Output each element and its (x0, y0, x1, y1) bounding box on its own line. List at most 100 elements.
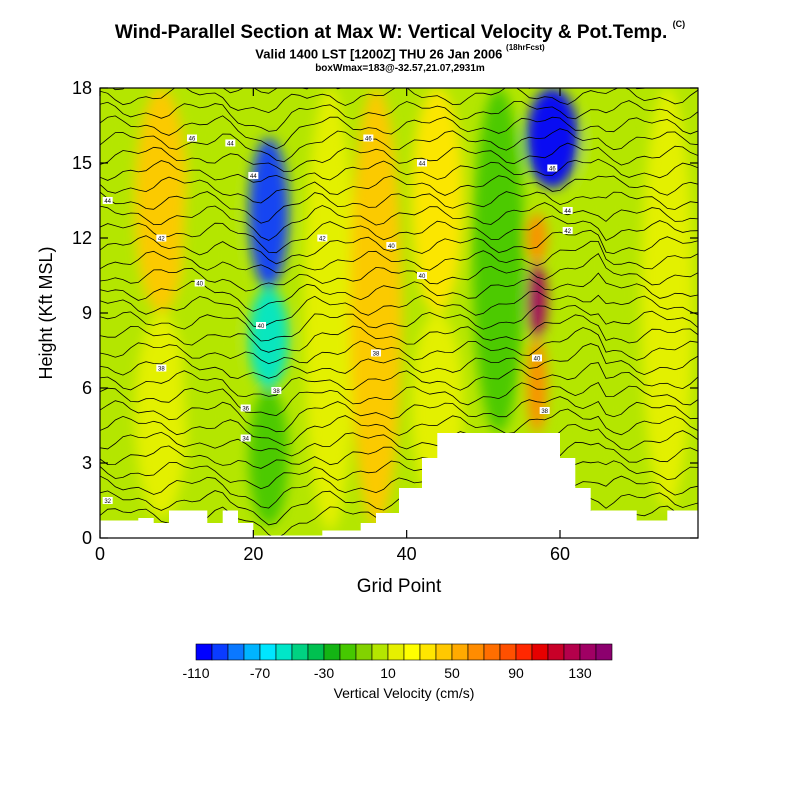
contour-label-bg-21 (562, 207, 573, 214)
y-tick-label-18: 18 (72, 78, 92, 98)
terrain (100, 433, 698, 538)
contour-label-bg-11 (256, 322, 266, 329)
theta-contour-10 (100, 343, 698, 379)
contour-label-bg-2 (102, 197, 113, 204)
contour-label-bg-8 (386, 242, 397, 249)
terrain-mask (100, 433, 698, 538)
contour-label-bg-15 (240, 404, 251, 412)
theta-contour-6 (100, 408, 698, 446)
colorbar-segment-0 (195, 643, 213, 661)
colorbar-segment-16 (451, 643, 469, 661)
contour-labels: 46 44 44 44 46 44 42 42 40 40 40 40 38 38 38 36 34 32 40 38… (102, 134, 573, 505)
contour-label-bg-18 (532, 354, 542, 362)
x-tick-label-60: 60 (550, 544, 570, 564)
colorbar-segment-3 (243, 643, 261, 661)
colorbar-tick-10: 10 (380, 665, 396, 681)
colorbar-segment-5 (275, 643, 293, 661)
colorbar-segment-2 (227, 643, 245, 661)
velocity-cell-1-0 (135, 313, 188, 518)
colorbar-segment-4 (259, 643, 277, 661)
contour-label-8: 40 (388, 244, 395, 250)
y-tick-label-0: 0 (82, 528, 92, 548)
colorbar-segment-23 (563, 643, 581, 661)
theta-contour-5 (100, 423, 698, 457)
velocity-cell-4-0 (304, 88, 356, 531)
colorbar-segment-8 (323, 643, 341, 661)
colorbar-segment-19 (499, 643, 517, 661)
theta-contour-21 (100, 191, 698, 224)
contour-label-bg-12 (156, 364, 167, 372)
x-tick-label-0: 0 (95, 544, 105, 564)
colorbar-segment-10 (355, 643, 373, 661)
theta-contour-27 (100, 100, 698, 132)
contour-label-18: 40 (534, 357, 541, 363)
contour-label-0: 46 (189, 137, 196, 143)
velocity-cell-2-0 (181, 88, 234, 523)
colorbar-segment-22 (547, 643, 565, 661)
contour-label-13: 38 (373, 352, 380, 358)
contour-label-15: 36 (242, 407, 249, 413)
contour-label-9: 40 (419, 274, 426, 280)
theta-contour-19 (100, 215, 698, 254)
contour-label-21: 44 (564, 209, 571, 215)
contour-label-10: 40 (196, 282, 203, 288)
colorbar-segment-21 (531, 643, 549, 661)
contour-label-22: 42 (564, 229, 571, 235)
velocity-cell-11-0 (641, 88, 694, 508)
contour-label-bg-9 (417, 272, 427, 279)
contour-label-11: 40 (258, 324, 265, 330)
contour-label-bg-20 (547, 164, 558, 172)
theta-contour-11 (100, 327, 698, 365)
velocity-cell-1-1 (135, 88, 188, 313)
theta-contour-7 (100, 396, 698, 433)
contour-label-19: 38 (541, 409, 548, 415)
y-tick-label-15: 15 (72, 153, 92, 173)
colorbar-tick--110: -110 (183, 665, 210, 681)
contour-label-bg-16 (240, 434, 251, 442)
velocity-cell-8-2 (527, 213, 547, 263)
contour-label-5: 44 (419, 162, 426, 168)
contour-label-bg-13 (371, 349, 381, 357)
theta-contour-25 (100, 128, 698, 163)
contour-label-bg-19 (539, 407, 550, 414)
contour-label-16: 34 (242, 437, 249, 443)
theta-contour-26 (100, 115, 698, 150)
theta-contour-16 (100, 253, 698, 292)
contour-label-bg-3 (248, 172, 259, 179)
y-tick-label-12: 12 (72, 228, 92, 248)
colorbar-segment-24 (579, 643, 597, 661)
contour-label-bg-0 (187, 134, 197, 142)
theta-contour-24 (100, 142, 698, 173)
chart-subtitle: Valid 1400 LST [1200Z] THU 26 Jan 2006 (… (255, 43, 545, 62)
velocity-cell-0-0 (100, 88, 142, 518)
contour-label-2: 44 (104, 199, 111, 205)
colorbar-tick-50: 50 (444, 665, 460, 681)
colorbar-segment-15 (435, 643, 453, 661)
colorbar-label: Vertical Velocity (cm/s) (334, 685, 475, 701)
contour-label-bg-17 (102, 497, 113, 504)
velocity-cell-5-0 (350, 88, 402, 526)
contour-label-7: 42 (319, 237, 326, 243)
colorbar-segment-9 (339, 643, 357, 661)
contour-label-4: 46 (365, 137, 372, 143)
velocity-cell-8-1 (527, 263, 547, 338)
velocity-cell-9-0 (526, 88, 579, 188)
theta-contour-20 (100, 202, 698, 241)
theta-contour-13 (100, 305, 698, 342)
contour-label-bg-6 (156, 234, 167, 242)
colorbar-tick-130: 130 (568, 665, 592, 681)
contour-label-bg-14 (271, 387, 282, 394)
velocity-cell-3-1 (248, 288, 289, 388)
colorbar-segment-12 (387, 643, 405, 661)
theta-contour-12 (100, 314, 698, 353)
y-tick-label-6: 6 (82, 378, 92, 398)
colorbar-segment-17 (467, 643, 485, 661)
contour-label-12: 38 (158, 367, 165, 373)
velocity-cell-10-0 (580, 88, 632, 501)
colorbar-segment-20 (515, 643, 533, 661)
chart-title: Wind-Parallel Section at Max W: Vertical… (114, 18, 686, 43)
contour-label-14: 38 (273, 389, 280, 395)
